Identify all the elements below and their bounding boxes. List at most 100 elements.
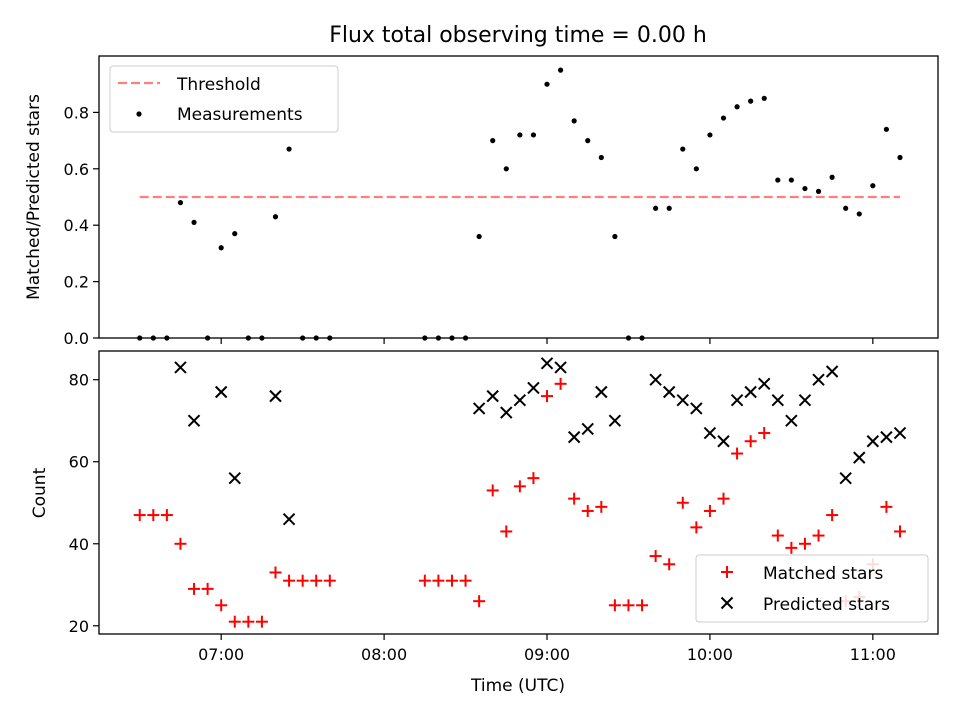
measurement-point [218, 245, 224, 251]
measurement-point [232, 231, 238, 237]
matched-point [445, 574, 458, 587]
matched-point [785, 541, 798, 554]
measurement-point [585, 138, 591, 144]
measurement-point [870, 183, 876, 189]
measurement-point [544, 81, 550, 87]
measurement-point [571, 118, 577, 124]
predicted-point-b [595, 385, 608, 399]
measurement-point [503, 166, 509, 172]
predicted-point-b [527, 381, 540, 395]
measurement-point [748, 98, 754, 104]
legend-threshold-label: Threshold [176, 75, 261, 95]
legend-predicted-label: Predicted stars [763, 595, 890, 615]
matched-point [269, 566, 282, 579]
predicted-point-b [486, 389, 499, 403]
predicted-point [581, 422, 594, 436]
predicted-point [703, 426, 717, 440]
top-y-tick-label: 0.2 [64, 273, 89, 292]
matched-point [581, 504, 594, 517]
measurement-point [761, 95, 767, 101]
matched-point [758, 427, 771, 440]
predicted-point [595, 385, 608, 399]
predicted-point [472, 402, 486, 415]
predicted-point-b [228, 471, 241, 485]
predicted-point [214, 385, 228, 399]
predicted-point-b [581, 422, 594, 436]
predicted-point [500, 406, 513, 419]
predicted-point-b [649, 373, 662, 386]
x-axis-label: Time (UTC) [470, 676, 565, 696]
measurement-point [815, 188, 822, 194]
matched-point [310, 574, 323, 587]
bottom-plot-frame [98, 350, 939, 635]
matched-point [500, 525, 513, 538]
matched-point [717, 492, 730, 505]
measurement-point [272, 214, 279, 220]
predicted-point-b [812, 373, 825, 386]
top-y-tick-label: 0.0 [64, 329, 89, 348]
measurement-point [530, 132, 537, 138]
bottom-marks [133, 357, 907, 628]
matched-point [771, 529, 784, 542]
predicted-point-b [853, 451, 866, 464]
legend-predicted-swatch-b [720, 596, 734, 610]
measurement-point [802, 185, 808, 192]
measurement-point [666, 205, 672, 211]
predicted-point-b [174, 361, 187, 374]
matched-point [432, 574, 445, 587]
matched-point [744, 435, 757, 448]
predicted-point-b [567, 430, 581, 444]
predicted-point-b [269, 389, 282, 403]
measurement-point [829, 174, 835, 180]
top-marks [137, 67, 903, 341]
top-legend: Threshold Measurements [109, 65, 339, 133]
matched-point [323, 574, 336, 587]
predicted-point [540, 357, 554, 370]
matched-point [812, 529, 825, 542]
measurement-point [788, 177, 794, 183]
matched-point [893, 525, 906, 538]
predicted-point-b [825, 365, 839, 378]
predicted-point-b [690, 402, 703, 415]
matched-point [554, 377, 567, 390]
matched-point [608, 599, 621, 612]
predicted-point [893, 426, 907, 440]
matched-point [133, 509, 146, 522]
x-tick-label: 07:00 [198, 645, 244, 664]
predicted-point-b [282, 512, 296, 526]
matched-point [649, 550, 662, 563]
measurement-point [734, 104, 740, 110]
legend-measurement-label: Measurements [177, 105, 303, 125]
matched-point [676, 496, 689, 509]
matched-point [296, 574, 309, 587]
matched-point [201, 582, 214, 595]
bottom-y-axis-label: Count [30, 467, 50, 518]
predicted-point [717, 435, 730, 448]
top-panel: 0.00.20.40.60.8 Matched/Predicted stars … [24, 55, 939, 348]
matched-point [513, 480, 526, 493]
x-tick-label: 08:00 [361, 645, 407, 664]
measurement-point [286, 146, 292, 152]
matched-point [215, 599, 228, 612]
predicted-point [513, 394, 527, 407]
predicted-point-b [758, 377, 771, 391]
top-legend-box [109, 65, 339, 133]
measurement-point [720, 115, 727, 121]
bottom-legend-box [695, 554, 929, 623]
measurement-point [177, 200, 184, 206]
predicted-point [880, 430, 893, 444]
x-tick-label: 10:00 [687, 645, 733, 664]
matched-point [283, 574, 296, 587]
measurement-point [856, 211, 862, 217]
predicted-point-b [771, 394, 785, 407]
predicted-point-b [730, 394, 744, 407]
bottom-legend: Matched stars Predicted stars [695, 554, 929, 623]
predicted-point-b [880, 430, 893, 444]
predicted-point [649, 373, 662, 386]
matched-point [174, 537, 187, 550]
predicted-point-b [744, 385, 757, 399]
predicted-point [228, 471, 241, 485]
top-y-axis-label: Matched/Predicted stars [24, 94, 44, 300]
predicted-point-b [513, 394, 527, 407]
